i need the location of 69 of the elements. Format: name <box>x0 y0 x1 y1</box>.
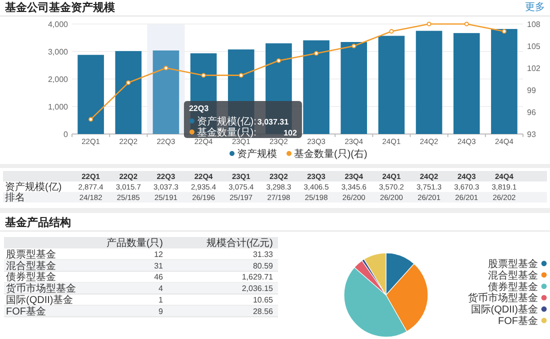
y-tick-label: 1,000 <box>48 102 69 112</box>
y2-tick-label: 96 <box>527 108 536 117</box>
bar <box>378 36 405 134</box>
data-label: 31.33 <box>252 250 274 259</box>
bar <box>340 42 368 134</box>
y2-tick-label: 99 <box>527 86 536 95</box>
y-tick-label: 2,000 <box>48 75 69 84</box>
text: 资产规模(亿) <box>5 181 62 193</box>
point <box>352 44 356 48</box>
legend-label: FOF基金 <box>498 315 538 327</box>
data-label: 31 <box>154 261 164 270</box>
legend-label: 国际(QDII)基金 <box>470 304 538 316</box>
legend-label: 资产规模 <box>237 148 277 160</box>
legend-label: 股票型基金 <box>488 258 538 270</box>
series-label: 产品数量(只) <box>106 237 163 249</box>
y2-tick-label: 105 <box>527 42 541 51</box>
y-tick-label: 0 <box>64 130 69 139</box>
point <box>502 29 507 34</box>
category-label: 国际(QDII)基金 <box>6 294 74 306</box>
legend-label: 债券型基金 <box>488 280 538 293</box>
annotation: 22Q3 <box>188 104 210 113</box>
point <box>238 73 244 78</box>
category-label: 股票型基金 <box>6 248 56 260</box>
annotation: 102 <box>284 128 298 138</box>
data-label: 28.56 <box>252 306 274 316</box>
legend-label: 混合型基金 <box>488 269 538 282</box>
point <box>276 58 282 63</box>
point <box>464 22 469 26</box>
data-label: 10.65 <box>252 296 274 304</box>
y2-tick-label: 102 <box>527 64 541 73</box>
point <box>88 117 94 122</box>
text: 更多 <box>525 1 545 13</box>
bar <box>416 30 442 134</box>
point <box>426 22 432 26</box>
point <box>389 29 394 34</box>
data-label: 4 <box>158 284 164 294</box>
data-label: 1 <box>158 296 164 304</box>
bar <box>78 54 104 134</box>
annotation: 基金数量(只): <box>196 126 256 138</box>
y-tick-label: 3,000 <box>48 48 69 56</box>
data-label: 12 <box>154 250 164 259</box>
legend-label: 货币市场型基金 <box>468 292 538 304</box>
point <box>126 80 131 85</box>
bar <box>303 40 330 134</box>
y2-tick-label: 108 <box>527 20 541 29</box>
bar <box>115 51 142 134</box>
category-label: 货币市场型基金 <box>6 282 76 295</box>
annotation: 资产规模(亿): <box>196 116 256 128</box>
category-label: FOF基金 <box>6 305 46 318</box>
point <box>164 66 168 70</box>
legend-label: 基金数量(只)(右) <box>294 148 368 160</box>
point <box>314 51 319 56</box>
text: 规模合计(亿元) <box>206 237 273 249</box>
data-label: 9 <box>158 306 164 316</box>
point <box>201 73 206 78</box>
data-label: 46 <box>154 272 164 282</box>
y2-tick-label: 93 <box>527 130 536 139</box>
bar <box>453 33 480 134</box>
category-label: 混合型基金 <box>6 260 56 272</box>
annotation: 3,037.31 <box>257 118 290 126</box>
category-label: 债券型基金 <box>6 271 56 284</box>
text: 排名 <box>5 192 25 204</box>
text: 基金产品结构 <box>4 216 71 229</box>
data-label: 1,629.71 <box>242 272 274 282</box>
bar <box>491 28 518 134</box>
data-label: 2,036.15 <box>242 284 274 294</box>
chart-title: 基金公司基金资产规模 <box>4 1 116 14</box>
data-label: 80.59 <box>252 261 274 270</box>
y-tick-label: 4,000 <box>48 20 69 29</box>
